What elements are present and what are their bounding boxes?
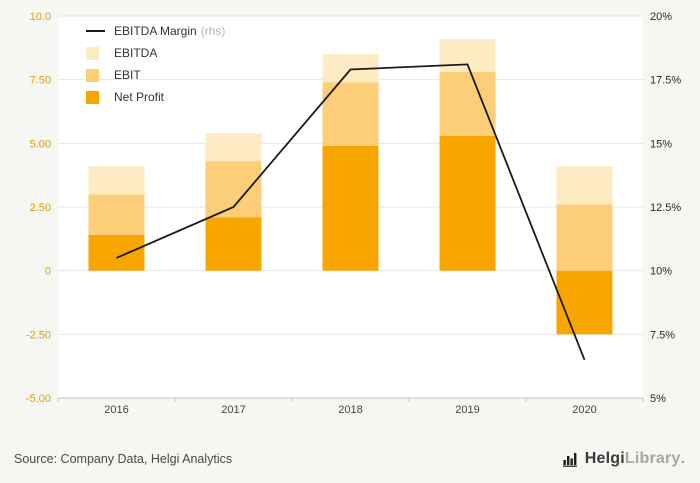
source-text: Source: Company Data, Helgi Analytics bbox=[14, 452, 233, 466]
bar-segment bbox=[439, 72, 496, 136]
logo-text-primary: Helgi bbox=[584, 450, 625, 467]
bar-segment bbox=[205, 133, 262, 162]
right-axis-label: 5% bbox=[650, 393, 666, 405]
bar-segment bbox=[88, 235, 145, 271]
legend-label: EBITDA Margin bbox=[114, 24, 197, 38]
swatch-mark bbox=[86, 46, 99, 60]
right-axis-label: 10% bbox=[650, 266, 672, 278]
bar-segment bbox=[322, 145, 379, 271]
logo-suffix: . bbox=[680, 450, 685, 467]
left-axis-label: -5.00 bbox=[26, 393, 51, 405]
left-axis-label: 7.50 bbox=[30, 75, 51, 87]
category-label: 2016 bbox=[104, 404, 128, 416]
swatch-mark bbox=[86, 90, 99, 104]
footer: Source: Company Data, Helgi Analytics He… bbox=[0, 442, 700, 476]
legend-label: EBIT bbox=[114, 68, 141, 82]
legend-line-sample bbox=[86, 30, 106, 32]
bar-segment bbox=[556, 270, 613, 335]
left-axis-label: -2.50 bbox=[26, 329, 51, 341]
bar-segment bbox=[88, 166, 145, 195]
legend-swatch bbox=[86, 90, 106, 104]
swatch-mark bbox=[86, 68, 99, 82]
legend-label: EBITDA bbox=[114, 46, 158, 60]
bar-chart-logo-icon bbox=[562, 452, 577, 467]
bar-segment bbox=[88, 194, 145, 236]
line-series bbox=[116, 63, 586, 361]
right-axis-label: 15% bbox=[650, 138, 672, 150]
logo-text-secondary: Library bbox=[624, 450, 681, 467]
legend-label: Net Profit bbox=[114, 90, 165, 104]
right-axis-label: 7.5% bbox=[650, 329, 675, 341]
left-axis-label: 5.00 bbox=[30, 138, 51, 150]
right-axis-label: 17.5% bbox=[650, 75, 681, 87]
category-label: 2017 bbox=[221, 404, 245, 416]
right-axis-label: 20% bbox=[650, 11, 672, 23]
category-label: 2020 bbox=[572, 404, 596, 416]
left-axis-label: 0 bbox=[45, 266, 51, 278]
helgi-library-logo: Helgi Library. bbox=[562, 450, 685, 468]
bar-segment bbox=[439, 135, 496, 271]
legend-item: EBITDA bbox=[86, 42, 225, 64]
chart-container: 10.0 7.50 5.00 2.50 0 -2.50 -5.00 20% 17.5% 15% 12… bbox=[26, 11, 681, 416]
legend-swatch bbox=[86, 68, 106, 82]
bar-segment bbox=[205, 217, 262, 271]
legend-item: EBITDA Margin (rhs) bbox=[86, 20, 225, 42]
legend-item: Net Profit bbox=[86, 86, 225, 108]
left-axis-label: 2.50 bbox=[30, 202, 51, 214]
category-label: 2019 bbox=[455, 404, 479, 416]
bar-segment bbox=[556, 204, 613, 271]
bar-segment bbox=[556, 166, 613, 205]
chart-plot: 10.0 7.50 5.00 2.50 0 -2.50 -5.00 20% 17.5% 15% 12… bbox=[26, 11, 681, 416]
bar-segment bbox=[205, 161, 262, 218]
left-axis-label: 10.0 bbox=[30, 11, 51, 23]
line-sample-mark bbox=[86, 30, 105, 32]
legend-swatch bbox=[86, 46, 106, 60]
right-axis-label: 12.5% bbox=[650, 202, 681, 214]
chart-legend: EBITDA Margin (rhs) EBITDA EBIT Net Profit bbox=[86, 20, 225, 108]
legend-item: EBIT bbox=[86, 64, 225, 86]
bar-segment bbox=[439, 38, 496, 73]
legend-label-suffix: (rhs) bbox=[200, 24, 226, 38]
bar-segment bbox=[322, 82, 379, 146]
category-label: 2018 bbox=[338, 404, 362, 416]
